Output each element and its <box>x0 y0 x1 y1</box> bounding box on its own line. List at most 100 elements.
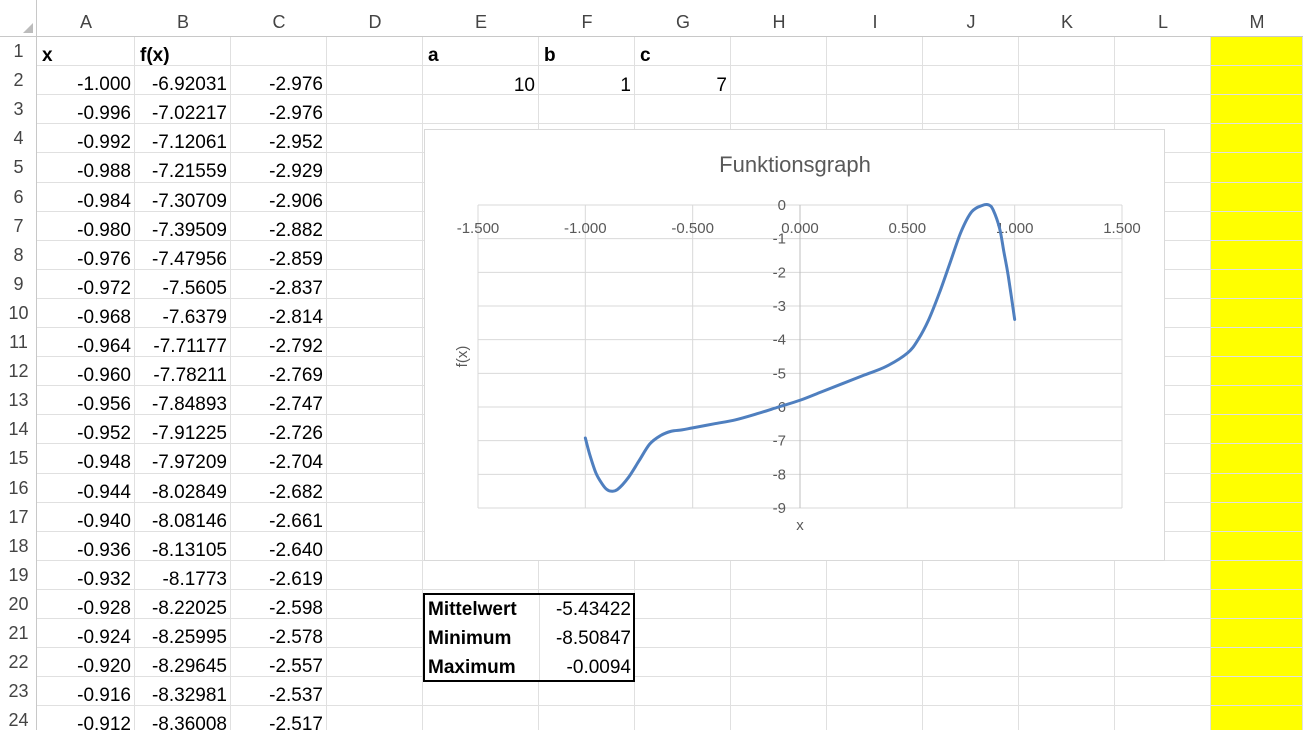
cell-fx[interactable]: -7.6379 <box>162 307 227 328</box>
cell-c[interactable]: -2.537 <box>269 685 323 706</box>
row-header-4[interactable]: 4 <box>13 128 24 149</box>
cell-fx[interactable]: -8.36008 <box>151 714 227 730</box>
cell-x[interactable]: -0.980 <box>77 220 131 241</box>
cell-x[interactable]: -0.920 <box>77 656 131 677</box>
cell-c[interactable]: -2.769 <box>269 365 323 386</box>
cell-x[interactable]: -0.928 <box>77 598 131 619</box>
cell-fx[interactable]: -7.91225 <box>151 423 227 444</box>
function-chart[interactable]: Funktionsgraph -1.500 -1.000 -0.500 0.000 0.5… <box>424 129 1165 561</box>
cell-c[interactable]: -2.976 <box>269 103 323 124</box>
header-a[interactable]: a <box>428 45 439 66</box>
column-header-g[interactable]: G <box>635 0 731 37</box>
row-header-2[interactable]: 2 <box>13 70 24 91</box>
param-a-value[interactable]: 10 <box>513 75 535 96</box>
cell-fx[interactable]: -6.92031 <box>151 74 227 95</box>
param-c-value[interactable]: 7 <box>716 75 727 96</box>
cell-c[interactable]: -2.906 <box>269 191 323 212</box>
cell-fx[interactable]: -7.30709 <box>151 191 227 212</box>
cell-x[interactable]: -0.952 <box>77 423 131 444</box>
cell-fx[interactable]: -7.47956 <box>151 249 227 270</box>
cell-x[interactable]: -0.932 <box>77 569 131 590</box>
row-header-22[interactable]: 22 <box>8 652 29 673</box>
cell-fx[interactable]: -8.08146 <box>151 511 227 532</box>
cell-x[interactable]: -1.000 <box>77 74 131 95</box>
cell-fx[interactable]: -7.84893 <box>151 394 227 415</box>
column-header-l[interactable]: L <box>1115 0 1211 37</box>
cell-c[interactable]: -2.619 <box>269 569 323 590</box>
cell-c[interactable]: -2.859 <box>269 249 323 270</box>
column-header-c[interactable]: C <box>231 0 327 37</box>
cell-x[interactable]: -0.916 <box>77 685 131 706</box>
stat-row-max[interactable]: Maximum -0.0094 <box>425 653 633 682</box>
cell-c[interactable]: -2.792 <box>269 336 323 357</box>
cell-x[interactable]: -0.984 <box>77 191 131 212</box>
cell-c[interactable]: -2.814 <box>269 307 323 328</box>
row-header-3[interactable]: 3 <box>13 99 24 120</box>
column-header-i[interactable]: I <box>827 0 923 37</box>
row-header-18[interactable]: 18 <box>8 535 29 556</box>
highlighted-column-m[interactable] <box>1211 37 1303 730</box>
cell-fx[interactable]: -7.97209 <box>151 452 227 473</box>
row-header-9[interactable]: 9 <box>13 273 24 294</box>
cell-fx[interactable]: -8.22025 <box>151 598 227 619</box>
row-header-14[interactable]: 14 <box>8 419 29 440</box>
cell-fx[interactable]: -7.5605 <box>162 278 227 299</box>
cell-c[interactable]: -2.726 <box>269 423 323 444</box>
column-header-j[interactable]: J <box>923 0 1019 37</box>
cell-c[interactable]: -2.704 <box>269 452 323 473</box>
cell-c[interactable]: -2.747 <box>269 394 323 415</box>
row-header-15[interactable]: 15 <box>8 448 29 469</box>
cell-x[interactable]: -0.988 <box>77 161 131 182</box>
column-header-k[interactable]: K <box>1019 0 1115 37</box>
row-header-6[interactable]: 6 <box>13 186 24 207</box>
row-header-16[interactable]: 16 <box>8 477 29 498</box>
cell-fx[interactable]: -8.13105 <box>151 540 227 561</box>
column-header-m[interactable]: M <box>1211 0 1303 37</box>
row-header-7[interactable]: 7 <box>13 215 24 236</box>
cell-c[interactable]: -2.517 <box>269 714 323 730</box>
row-header-20[interactable]: 20 <box>8 593 29 614</box>
row-header-24[interactable]: 24 <box>8 710 29 730</box>
cell-fx[interactable]: -7.21559 <box>151 161 227 182</box>
cell-x[interactable]: -0.968 <box>77 307 131 328</box>
cell-c[interactable]: -2.661 <box>269 511 323 532</box>
row-header-8[interactable]: 8 <box>13 244 24 265</box>
cell-x[interactable]: -0.940 <box>77 511 131 532</box>
cell-x[interactable]: -0.996 <box>77 103 131 124</box>
header-b[interactable]: b <box>544 45 556 66</box>
cell-fx[interactable]: -8.1773 <box>162 569 227 590</box>
header-c[interactable]: c <box>640 45 651 66</box>
cell-x[interactable]: -0.944 <box>77 482 131 503</box>
param-b-value[interactable]: 1 <box>620 75 631 96</box>
cell-fx[interactable]: -8.02849 <box>151 482 227 503</box>
cell-c[interactable]: -2.682 <box>269 482 323 503</box>
cell-x[interactable]: -0.972 <box>77 278 131 299</box>
row-header-10[interactable]: 10 <box>8 302 29 323</box>
row-header-1[interactable]: 1 <box>13 41 24 61</box>
cell-c[interactable]: -2.557 <box>269 656 323 677</box>
cell-c[interactable]: -2.952 <box>269 132 323 153</box>
stat-row-mean[interactable]: Mittelwert -5.43422 <box>425 595 633 624</box>
cell-x[interactable]: -0.992 <box>77 132 131 153</box>
cell-fx[interactable]: -8.29645 <box>151 656 227 677</box>
cell-x[interactable]: -0.936 <box>77 540 131 561</box>
cell-fx[interactable]: -7.12061 <box>151 132 227 153</box>
cell-c[interactable]: -2.578 <box>269 627 323 648</box>
cell-c[interactable]: -2.976 <box>269 74 323 95</box>
cell-x[interactable]: -0.912 <box>77 714 131 730</box>
row-header-21[interactable]: 21 <box>8 623 29 643</box>
cell-x[interactable]: -0.964 <box>77 336 131 357</box>
cell-x[interactable]: -0.924 <box>77 627 131 648</box>
column-header-d[interactable]: D <box>327 0 423 37</box>
column-header-b[interactable]: B <box>135 0 231 37</box>
cell-fx[interactable]: -8.25995 <box>151 627 227 648</box>
header-fx[interactable]: f(x) <box>140 45 170 66</box>
select-all-corner[interactable] <box>0 0 37 37</box>
cell-c[interactable]: -2.882 <box>269 220 323 241</box>
cell-fx[interactable]: -7.02217 <box>151 103 227 124</box>
cell-fx[interactable]: -7.71177 <box>153 336 227 357</box>
row-header-23[interactable]: 23 <box>8 681 29 702</box>
cell-fx[interactable]: -7.78211 <box>153 365 227 386</box>
cell-x[interactable]: -0.976 <box>77 249 131 270</box>
cell-fx[interactable]: -7.39509 <box>151 220 227 241</box>
